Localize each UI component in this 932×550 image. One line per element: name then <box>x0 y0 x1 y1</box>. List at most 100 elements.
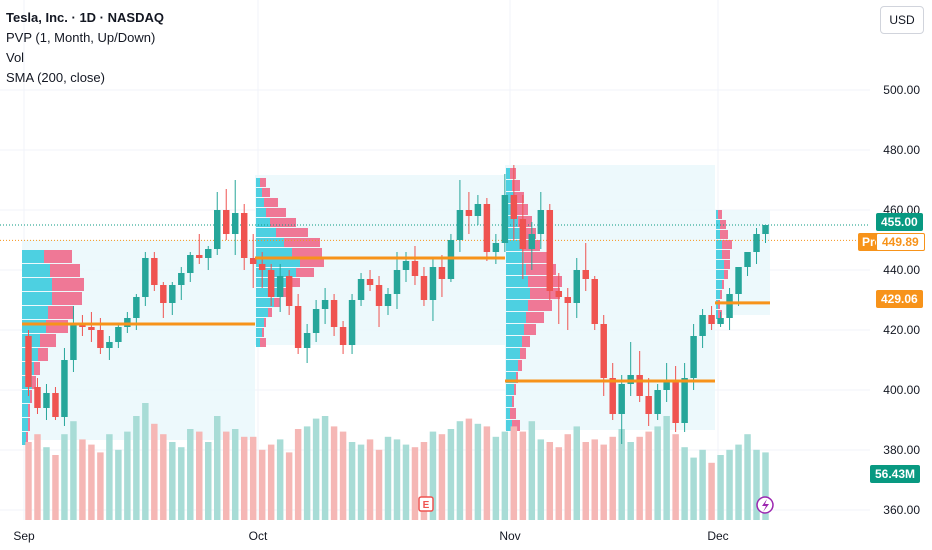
earnings-marker-label: E <box>423 500 430 511</box>
currency-button[interactable]: USD <box>880 6 924 34</box>
volume-indicator-label[interactable]: Vol <box>6 50 25 65</box>
candle-body <box>690 336 697 378</box>
volume-bar <box>393 439 401 520</box>
profile-bar-up <box>716 300 718 309</box>
volume-bar <box>465 418 473 520</box>
volume-bar <box>474 423 482 520</box>
volume-bar <box>528 421 536 520</box>
profile-bar-down <box>260 178 266 187</box>
candle-body <box>160 285 167 303</box>
candle-body <box>492 243 500 252</box>
volume-bar <box>654 426 661 520</box>
profile-bar-up <box>22 432 26 445</box>
candle-body <box>249 258 257 264</box>
candle-body <box>429 267 437 300</box>
volume-bar <box>510 426 518 520</box>
profile-bar-up <box>22 306 48 319</box>
profile-bar-up <box>506 276 528 287</box>
volume-bar <box>447 429 455 520</box>
symbol-title[interactable]: Tesla, Inc. · 1D · NASDAQ <box>6 10 164 25</box>
volume-bar <box>88 444 95 520</box>
candle-body <box>510 195 518 219</box>
volume-bar <box>483 426 491 520</box>
price-axis-tick: 440.00 <box>883 263 920 277</box>
profile-bar-down <box>262 188 270 197</box>
profile-bar-down <box>718 210 722 219</box>
candle-body <box>735 267 742 294</box>
profile-bar-up <box>256 218 270 227</box>
profile-bar-up <box>22 264 50 277</box>
candle-body <box>187 255 194 273</box>
profile-bar-up <box>506 252 524 263</box>
candle-body <box>61 360 68 417</box>
profile-bar-up <box>256 208 266 217</box>
profile-bar-down <box>526 264 556 275</box>
volume-bar <box>357 444 365 520</box>
profile-bar-up <box>256 298 274 307</box>
time-axis-tick: Dec <box>707 529 728 543</box>
profile-bar-up <box>716 230 720 239</box>
candle-body <box>609 378 616 414</box>
volume-bar <box>438 434 446 520</box>
profile-bar-down <box>720 230 728 239</box>
volume-bar <box>366 439 374 520</box>
profile-bar-down <box>28 418 30 431</box>
profile-bar-up <box>22 404 28 417</box>
candle-body <box>555 291 563 297</box>
profile-bar-down <box>724 270 728 279</box>
profile-bar-down <box>264 198 278 207</box>
profile-bar-up <box>506 372 516 383</box>
volume-bar <box>115 449 122 520</box>
candle-body <box>339 327 347 345</box>
earnings-marker[interactable] <box>418 496 434 512</box>
candle-body <box>456 210 464 240</box>
time-axis-tick: Sep <box>13 529 35 543</box>
last-price-badge: 455.00 <box>876 213 923 231</box>
candle-body <box>70 324 77 360</box>
volume-bar <box>214 416 221 520</box>
sma-indicator-label[interactable]: SMA (200, close) <box>6 70 105 85</box>
profile-bar-up <box>22 418 28 431</box>
volume-bar <box>492 436 500 520</box>
volume-bar <box>285 452 293 520</box>
candle-body <box>591 279 598 324</box>
volume-bar <box>375 449 383 520</box>
profile-bar-up <box>506 324 524 335</box>
profile-bar-up <box>506 360 518 371</box>
profile-bar-down <box>292 248 322 257</box>
volume-bar <box>618 429 625 520</box>
candle-body <box>231 213 239 234</box>
profile-bar-down <box>26 432 28 445</box>
volume-bar <box>672 434 679 520</box>
sma-level-badge: 429.06 <box>876 290 923 308</box>
profile-bar-down <box>520 228 536 239</box>
candle-body <box>151 258 158 285</box>
profile-bar-down <box>522 336 530 347</box>
profile-bar-up <box>506 384 514 395</box>
profile-bar-down <box>40 334 56 347</box>
volume-bar <box>106 434 113 520</box>
profile-bar-down <box>52 278 84 291</box>
pvp-indicator-label[interactable]: PVP (1, Month, Up/Down) <box>6 30 156 45</box>
volume-bar <box>717 455 724 520</box>
profile-bar-up <box>506 312 526 323</box>
volume-bar <box>384 436 392 520</box>
candle-body <box>744 252 751 267</box>
candle-body <box>474 204 482 216</box>
candle-body <box>645 396 652 414</box>
candle-body <box>465 210 473 216</box>
candle-body <box>654 390 661 414</box>
profile-bar-down <box>28 404 30 417</box>
profile-bar-up <box>256 338 260 347</box>
profile-bar-up <box>506 336 522 347</box>
candle-body <box>25 336 32 387</box>
profile-bar-down <box>284 238 320 247</box>
profile-bar-up <box>506 396 512 407</box>
candle-body <box>133 297 140 318</box>
profile-bar-up <box>22 250 44 263</box>
volume-bar <box>690 457 697 520</box>
price-axis-tick: 500.00 <box>883 83 920 97</box>
candle-body <box>384 294 392 306</box>
price-axis-tick: 480.00 <box>883 143 920 157</box>
